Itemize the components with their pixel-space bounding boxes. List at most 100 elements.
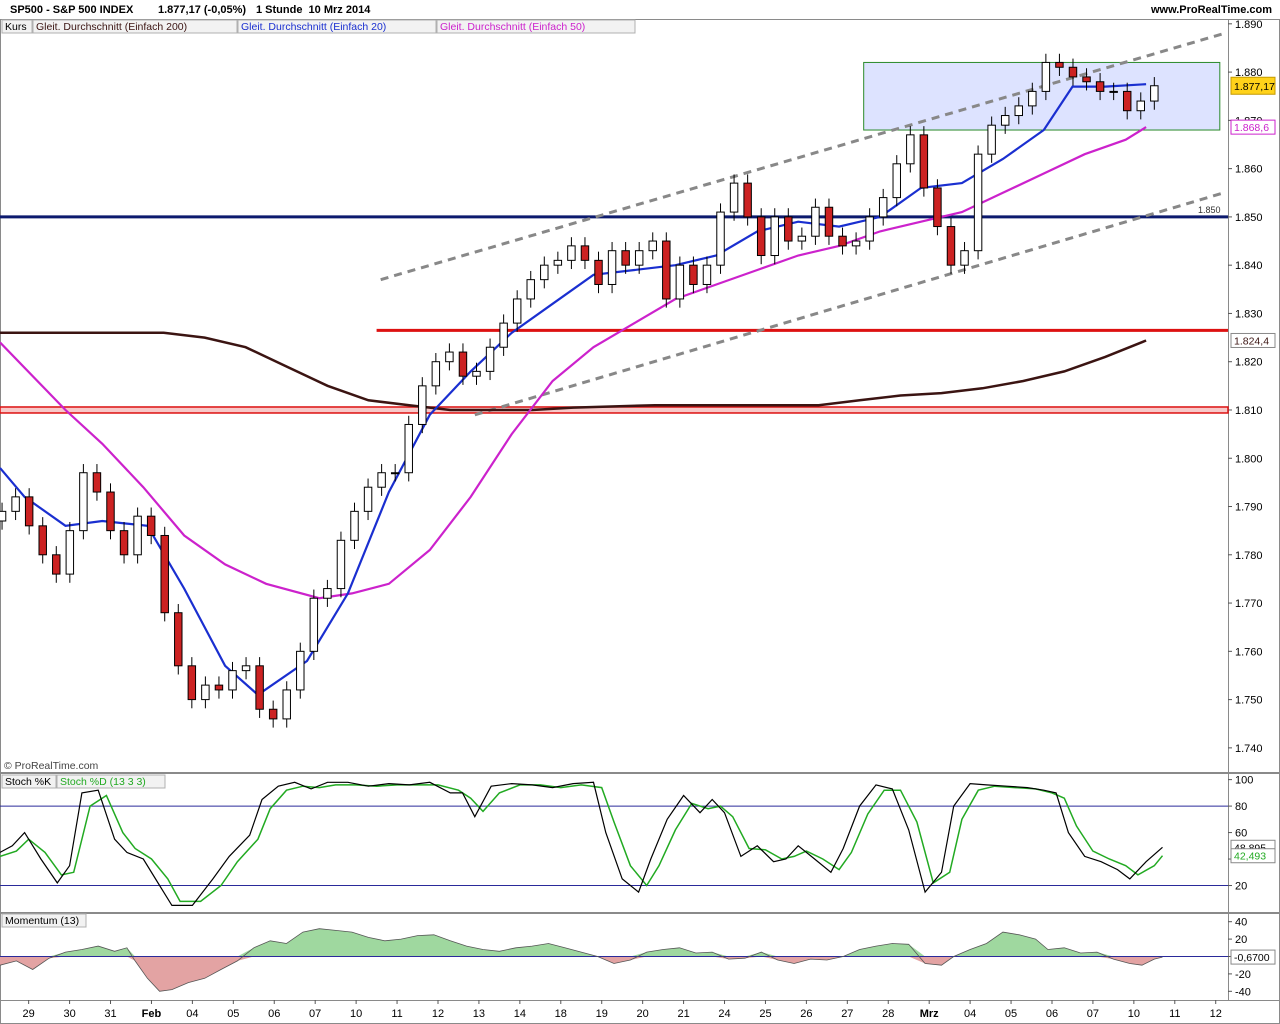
candle-down: [689, 264, 698, 285]
candle-up: [987, 124, 996, 155]
stoch-legend-item: Stoch %K: [5, 776, 51, 788]
candle-down: [662, 240, 671, 300]
candle-up: [390, 472, 400, 475]
price-ytick-label: 1.890: [1235, 19, 1263, 31]
candle-up: [729, 182, 739, 213]
candle-down: [946, 226, 956, 266]
candle-down: [933, 187, 942, 228]
price-legend-box: [32, 19, 238, 34]
candle-down: [580, 245, 590, 261]
candle-down: [106, 491, 115, 532]
price-legend-box: [436, 19, 636, 34]
momentum-positive-area: [0, 928, 1163, 957]
candle-up: [499, 322, 508, 348]
date-tick-label: 04: [186, 1008, 198, 1020]
value-badge-text: 1.824,4: [1234, 335, 1269, 347]
price-ytick-label: 1.750: [1235, 695, 1263, 707]
date-tick-label: 30: [63, 1008, 75, 1020]
candle-up: [1028, 90, 1037, 107]
candle-up: [472, 370, 481, 377]
candle-down: [919, 134, 929, 189]
price-ytick-label: 1.850: [1235, 212, 1263, 224]
candle-up: [973, 153, 983, 252]
candle-up: [906, 134, 915, 165]
date-tick-label: 29: [23, 1008, 35, 1020]
candle-up: [323, 588, 332, 599]
candle-up: [1150, 85, 1159, 102]
momentum-line: [0, 928, 1163, 992]
stoch-d-line: [0, 784, 1164, 903]
value-badge-text: 1.868,6: [1234, 122, 1269, 134]
value-badge: [1230, 119, 1276, 135]
candle-up: [675, 264, 685, 300]
date-tick-label: 07: [309, 1008, 321, 1020]
candle-down: [24, 496, 34, 527]
date-tick-label: 19: [596, 1008, 608, 1020]
candle-up: [485, 346, 495, 372]
price-legend-item: Gleit. Durchschnitt (Einfach 50): [440, 21, 585, 33]
candle-up: [648, 240, 657, 252]
price-ytick-label: 1.800: [1235, 453, 1263, 465]
date-tick-label: 10: [1128, 1008, 1140, 1020]
candle-down: [214, 684, 224, 691]
price-ytick-label: 1.740: [1235, 743, 1263, 755]
date-tick-label: 24: [718, 1008, 730, 1020]
candle-up: [350, 510, 359, 541]
date-tick-label: 12: [432, 1008, 444, 1020]
date-tick-label: 11: [391, 1008, 402, 1020]
candle-up: [553, 259, 563, 266]
date-tick-label: 25: [759, 1008, 771, 1020]
brand-link[interactable]: www.ProRealTime.com: [1150, 4, 1272, 16]
momentum-ytick-label: 20: [1235, 934, 1247, 946]
price-legend-item: Gleit. Durchschnitt (Einfach 20): [241, 21, 386, 33]
candle-down: [255, 665, 264, 710]
date-tick-label: 05: [227, 1008, 239, 1020]
candle-up: [377, 472, 386, 488]
price-ytick-label: 1.840: [1235, 260, 1263, 272]
candle-up: [960, 250, 969, 266]
price-ytick-label: 1.820: [1235, 357, 1263, 369]
candle-down: [784, 216, 793, 242]
candle-up: [445, 351, 454, 363]
sma20-line: [0, 83, 1147, 697]
momentum-legend-box: [1, 913, 87, 928]
price-ytick-label: 1.810: [1235, 405, 1263, 417]
date-tick-label: 11: [1169, 1008, 1180, 1020]
date-tick-label: 28: [882, 1008, 894, 1020]
date-tick-label: 26: [800, 1008, 812, 1020]
candle-down: [187, 665, 197, 701]
candle-down: [92, 472, 102, 493]
candle-up: [878, 197, 888, 218]
stoch-legend-box: [56, 774, 166, 789]
candle-up: [607, 250, 617, 285]
candle-up: [892, 163, 901, 199]
stoch-k-line: [0, 781, 1163, 906]
candle-up: [1136, 100, 1145, 112]
candle-up: [1014, 105, 1023, 117]
price-ytick-label: 1.770: [1235, 598, 1263, 610]
date-tick-label: 06: [268, 1008, 280, 1020]
price-legend-box: [1, 19, 33, 34]
candle-up: [634, 250, 644, 266]
candle-up: [1109, 90, 1118, 93]
candle-down: [268, 708, 278, 720]
candle-up: [865, 216, 874, 242]
candle-up: [418, 385, 427, 425]
candle-down: [838, 235, 847, 247]
price-ytick-label: 1.760: [1235, 646, 1263, 658]
value-badge: [1230, 949, 1276, 965]
stoch-ytick-label: 60: [1235, 828, 1247, 840]
timeframe-label: 1 Stunde 10 Mrz 2014: [256, 4, 371, 16]
candle-up: [133, 515, 142, 556]
stoch-legend-item: Stoch %D (13 3 3): [60, 776, 146, 788]
candle-down: [38, 525, 47, 556]
value-badge-text: 42,493: [1234, 851, 1266, 863]
header-bar: SP500 - S&P 500 INDEX 1.877,17 (-0,05%) …: [0, 0, 1280, 20]
price-ytick-label: 1.830: [1235, 308, 1263, 320]
date-tick-label: 06: [1046, 1008, 1058, 1020]
candle-down: [1122, 90, 1132, 112]
price-ytick-label: 1.880: [1235, 67, 1263, 79]
price-legend-item: Gleit. Durchschnitt (Einfach 200): [36, 21, 187, 33]
candle-up: [702, 264, 712, 285]
